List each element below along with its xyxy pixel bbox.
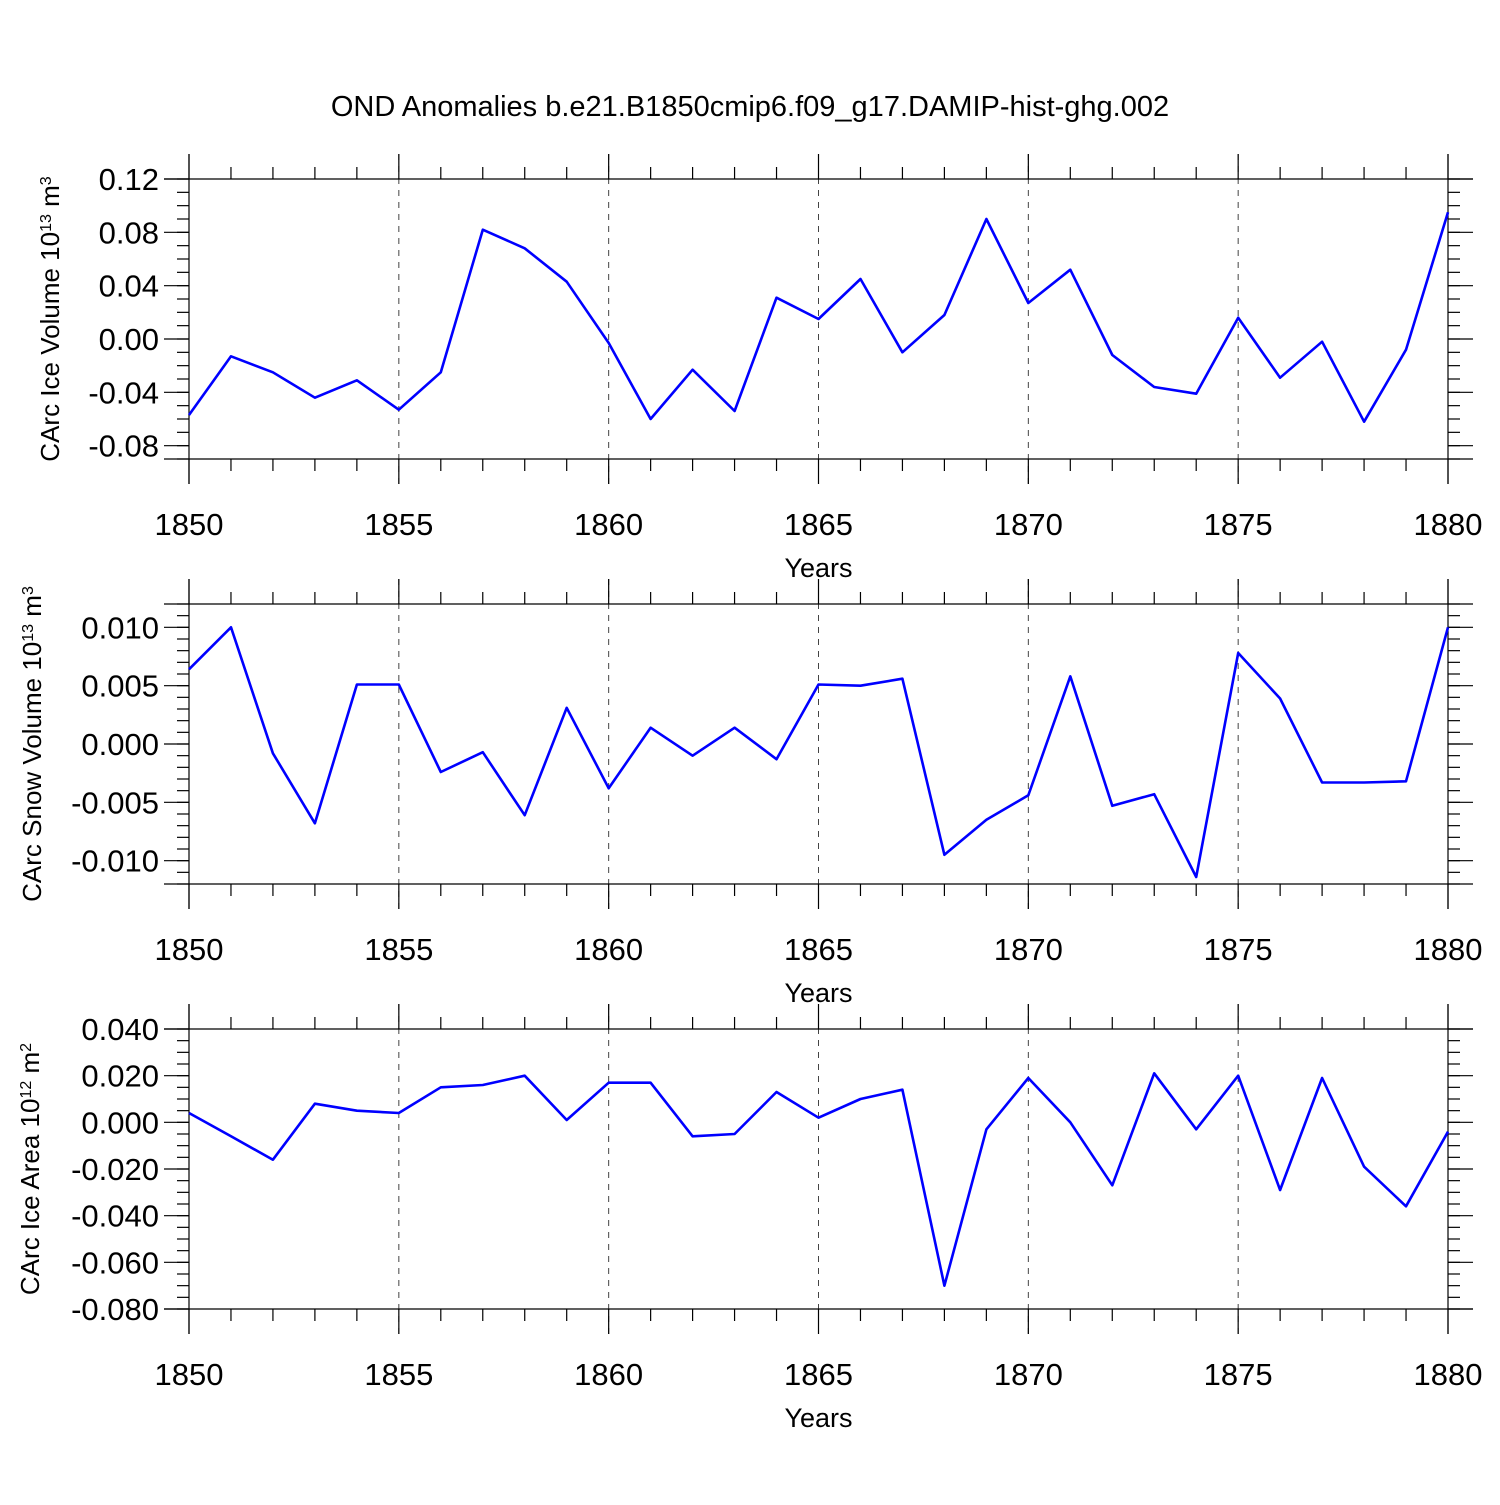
x-tick-label: 1870 [994, 932, 1063, 967]
y-tick-label: 0.000 [81, 727, 159, 762]
chart-panel-1: -0.08 -0.04 0.00 0.04 0.08 0.12 1850 1855 1860 18… [35, 154, 1482, 583]
y-tick-label: 0.000 [81, 1105, 159, 1140]
y-tick-label: 0.00 [99, 322, 159, 357]
x-tick-label: 1850 [155, 507, 224, 542]
x-tick-label: 1880 [1414, 1357, 1483, 1392]
x-tick-label: 1875 [1204, 507, 1273, 542]
y-tick-label: -0.020 [71, 1152, 159, 1187]
y-tick-label: -0.005 [71, 785, 159, 820]
x-tick-label: 1850 [155, 932, 224, 967]
y-axis-label: CArc Ice Volume 1013 m3 [35, 176, 65, 461]
y-tick-label: 0.040 [81, 1012, 159, 1047]
x-tick-label: 1860 [574, 507, 643, 542]
figure-title: OND Anomalies b.e21.B1850cmip6.f09_g17.D… [331, 91, 1169, 123]
y-tick-label: 0.12 [99, 162, 159, 197]
y-tick-label: -0.010 [71, 844, 159, 879]
x-tick-label: 1875 [1204, 932, 1273, 967]
y-tick-label: -0.04 [88, 375, 159, 410]
y-tick-label: -0.040 [71, 1199, 159, 1234]
x-tick-label: 1860 [574, 932, 643, 967]
x-tick-label: 1855 [364, 507, 433, 542]
x-tick-label: 1880 [1414, 932, 1483, 967]
x-tick-label: 1880 [1414, 507, 1483, 542]
x-tick-label: 1850 [155, 1357, 224, 1392]
x-tick-label: 1855 [364, 1357, 433, 1392]
x-tick-label: 1855 [364, 932, 433, 967]
y-tick-label: -0.080 [71, 1292, 159, 1327]
y-tick-label: 0.04 [99, 269, 159, 304]
x-axis-label: Years [784, 1403, 852, 1433]
x-axis-label: Years [784, 553, 852, 583]
y-tick-label: 0.010 [81, 610, 159, 645]
y-tick-label: 0.005 [81, 669, 159, 704]
x-tick-label: 1870 [994, 1357, 1063, 1392]
x-tick-label: 1860 [574, 1357, 643, 1392]
x-axis-label: Years [784, 978, 852, 1008]
x-tick-label: 1865 [784, 932, 853, 967]
x-tick-label: 1865 [784, 1357, 853, 1392]
chart-panel-2: -0.010 -0.005 0.000 0.005 0.010 1850 1855 1860 1… [17, 579, 1482, 1008]
y-axis-label: CArc Snow Volume 1013 m3 [17, 586, 47, 902]
y-tick-label: -0.08 [88, 429, 159, 464]
x-tick-label: 1870 [994, 507, 1063, 542]
y-tick-label: -0.060 [71, 1245, 159, 1280]
x-tick-label: 1865 [784, 507, 853, 542]
chart-panel-3: -0.080 -0.060 -0.040 -0.020 0.000 0.020 0.040 1… [15, 1004, 1482, 1433]
x-tick-label: 1875 [1204, 1357, 1273, 1392]
y-tick-label: 0.08 [99, 215, 159, 250]
y-axis-label: CArc Ice Area 1012 m2 [15, 1043, 45, 1295]
y-tick-label: 0.020 [81, 1059, 159, 1094]
